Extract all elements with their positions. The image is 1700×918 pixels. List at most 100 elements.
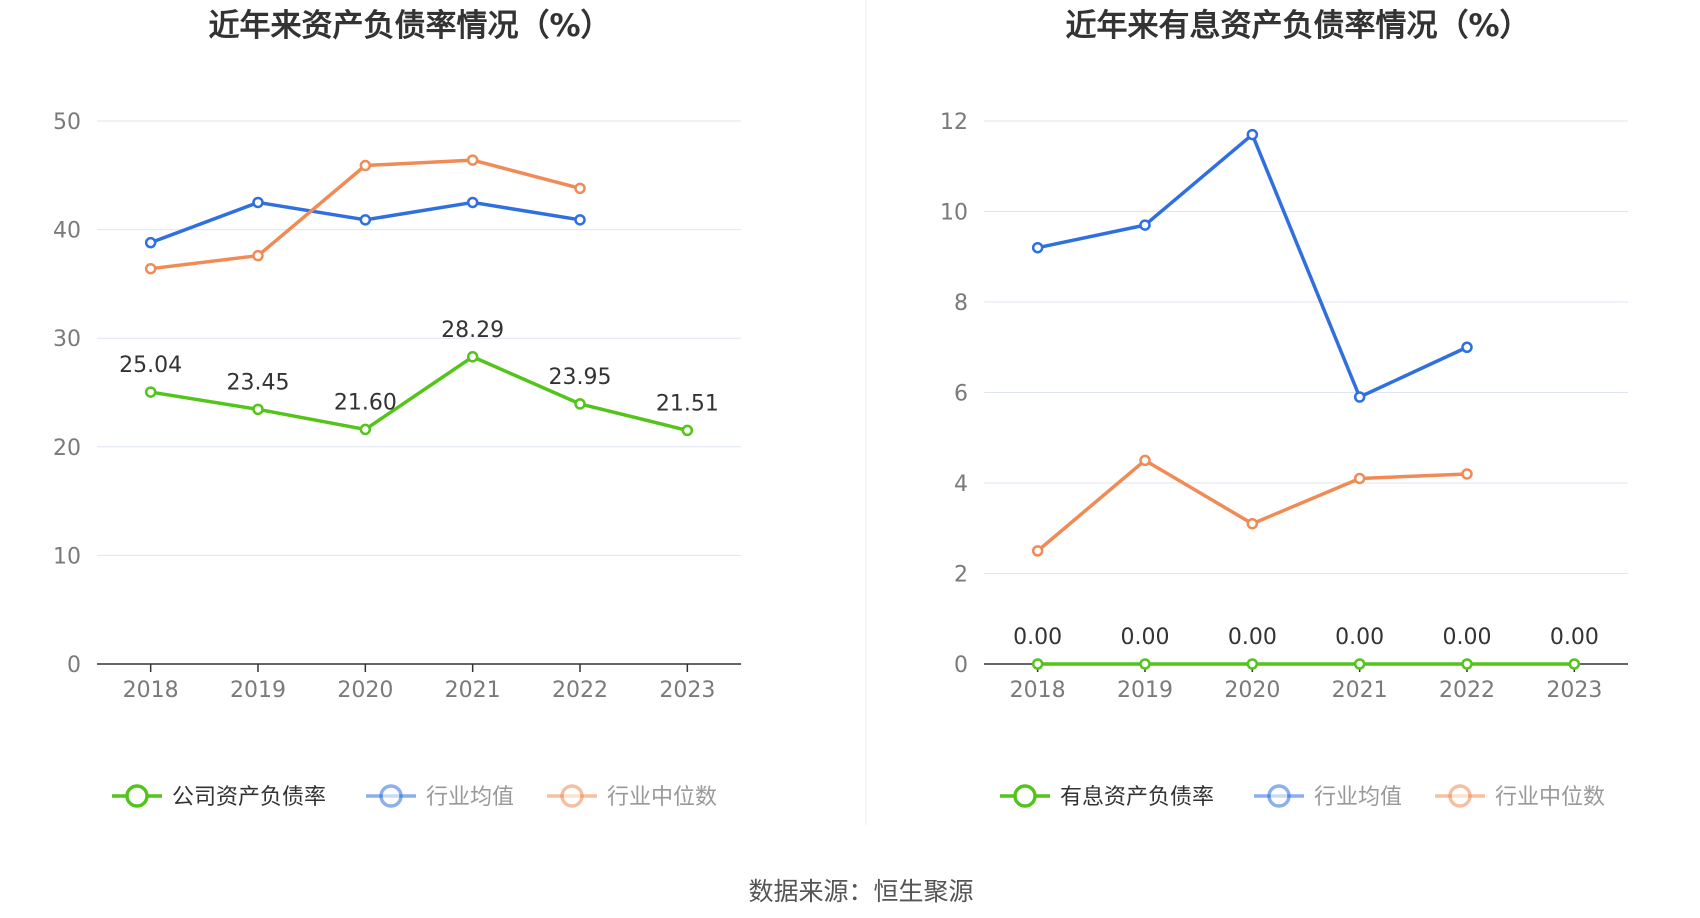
data-label: 0.00: [1121, 625, 1170, 650]
data-point[interactable]: [1246, 517, 1259, 530]
legend-label: 行业中位数: [607, 785, 717, 810]
legend-marker: [1013, 784, 1037, 808]
x-tick-label: 2019: [1117, 678, 1173, 703]
data-point[interactable]: [466, 351, 479, 363]
data-point[interactable]: [1139, 454, 1151, 467]
data-point[interactable]: [252, 403, 264, 416]
series-2: [144, 154, 586, 275]
data-point[interactable]: [144, 262, 157, 275]
x-tick-label: 2018: [1010, 678, 1066, 703]
data-point[interactable]: [1139, 219, 1151, 231]
source-note: 数据来源：恒生聚源: [748, 877, 973, 906]
y-tick-label: 2: [954, 563, 968, 588]
data-point[interactable]: [1461, 658, 1473, 670]
legend-item[interactable]: 公司资产负债率: [112, 784, 326, 810]
x-tick-label: 2018: [123, 678, 179, 703]
y-tick-label: 12: [940, 110, 968, 135]
y-tick-label: 10: [940, 201, 968, 226]
y-tick-label: 10: [53, 544, 81, 569]
data-label: 0.00: [1550, 625, 1599, 650]
data-point[interactable]: [1031, 658, 1044, 670]
series-1: [144, 196, 586, 249]
data-point[interactable]: [1353, 391, 1366, 403]
chart-interest-debt-ratio: 近年来有息资产负债率情况（%） 0 2 4 6 8 10 12 2018 2019 2020 2021…: [940, 8, 1628, 810]
data-label: 0.00: [1443, 625, 1492, 650]
data-point[interactable]: [359, 423, 372, 436]
data-point[interactable]: [1139, 658, 1151, 670]
data-point[interactable]: [574, 398, 586, 410]
legend-label: 行业均值: [1314, 785, 1402, 810]
data-point[interactable]: [252, 249, 264, 262]
data-point[interactable]: [574, 214, 586, 226]
legend-label: 有息资产负债率: [1060, 785, 1214, 810]
x-tick-label: 2021: [445, 678, 501, 703]
legend-marker: [1267, 784, 1291, 808]
data-point[interactable]: [1246, 658, 1259, 670]
x-tick-label: 2023: [1546, 678, 1602, 703]
legend-item[interactable]: 行业均值: [366, 784, 514, 810]
data-point[interactable]: [359, 159, 372, 172]
data-point[interactable]: [466, 196, 479, 209]
y-tick-label: 20: [53, 436, 81, 461]
legend-item[interactable]: 行业均值: [1254, 784, 1402, 810]
data-label: 21.51: [656, 391, 719, 416]
chart-debt-ratio: 近年来资产负债率情况（%） 0 10 20 30 40 50 2018 2019 2020 2021…: [53, 8, 741, 810]
legend-marker: [125, 784, 149, 808]
series-0: 0.00 0.00 0.00 0.00 0.00 0.00: [1013, 625, 1599, 670]
y-tick-label: 0: [954, 653, 968, 678]
x-tick-label: 2020: [337, 678, 393, 703]
data-point[interactable]: [1031, 545, 1044, 557]
series-line: [1037, 132, 1468, 399]
series-line: [150, 355, 688, 433]
y-tick-label: 6: [954, 382, 968, 407]
data-label: 0.00: [1013, 625, 1062, 650]
data-point[interactable]: [574, 182, 586, 195]
y-tick-label: 8: [954, 291, 968, 316]
data-point[interactable]: [359, 214, 372, 226]
data-point[interactable]: [1246, 128, 1259, 141]
data-point[interactable]: [681, 424, 694, 437]
data-point[interactable]: [1568, 658, 1581, 670]
data-point[interactable]: [1031, 241, 1044, 254]
series-line: [1036, 458, 1468, 553]
chart-title: 近年来有息资产负债率情况（%）: [1065, 8, 1530, 44]
legend-label: 行业均值: [426, 785, 514, 810]
legend-marker: [379, 784, 403, 808]
y-tick-label: 50: [53, 110, 81, 135]
x-tick-label: 2022: [552, 678, 608, 703]
x-tick-label: 2019: [230, 678, 286, 703]
x-tick-label: 2022: [1439, 678, 1495, 703]
data-point[interactable]: [1461, 341, 1473, 353]
chart-title: 近年来资产负债率情况（%）: [208, 8, 611, 44]
data-point[interactable]: [1353, 658, 1366, 670]
legend-label: 公司资产负债率: [172, 785, 326, 810]
data-label: 0.00: [1228, 625, 1277, 650]
data-point[interactable]: [466, 154, 479, 166]
y-tick-label: 30: [53, 327, 81, 352]
y-tick-label: 0: [67, 653, 81, 678]
series-2: [1031, 454, 1473, 557]
x-tick-label: 2023: [659, 678, 715, 703]
data-point[interactable]: [1461, 468, 1473, 480]
series-1: [1031, 128, 1473, 403]
legend-item[interactable]: 行业中位数: [1435, 784, 1605, 810]
legend-item[interactable]: 有息资产负债率: [1000, 784, 1214, 810]
data-label: 28.29: [441, 318, 504, 343]
data-label: 0.00: [1335, 625, 1384, 650]
y-tick-label: 4: [954, 472, 968, 497]
legend-marker: [560, 784, 584, 808]
data-point[interactable]: [144, 236, 157, 249]
legend-item[interactable]: 行业中位数: [547, 784, 717, 810]
y-tick-label: 40: [53, 219, 81, 244]
data-label: 23.95: [549, 365, 612, 390]
data-label: 25.04: [119, 353, 182, 378]
data-point[interactable]: [144, 386, 157, 398]
data-point[interactable]: [252, 196, 264, 209]
legend-marker: [1448, 784, 1472, 808]
data-label: 21.60: [334, 390, 397, 415]
legend-label: 行业中位数: [1495, 785, 1605, 810]
x-tick-label: 2020: [1224, 678, 1280, 703]
data-label: 23.45: [227, 370, 290, 395]
x-tick-label: 2021: [1332, 678, 1388, 703]
data-point[interactable]: [1353, 472, 1366, 485]
